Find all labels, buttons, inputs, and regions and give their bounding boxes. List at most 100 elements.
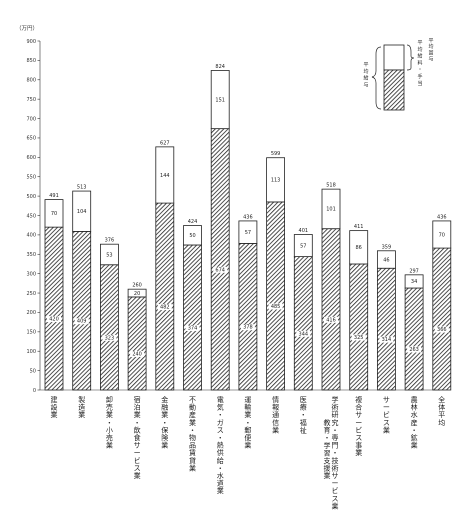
bar-segment-bonus: [127, 288, 147, 298]
pay-label-background: [407, 346, 422, 353]
category-label-char: 合: [355, 403, 362, 412]
y-tick-label: 850: [26, 58, 36, 64]
category-label: 建設業: [51, 395, 58, 419]
category-label-char: 福: [300, 418, 307, 427]
category-label-char: 専: [332, 433, 339, 442]
pay-value-label: 674: [215, 267, 225, 273]
category-label-char: 険: [161, 433, 168, 442]
bar-segment-pay: [127, 296, 147, 391]
category-label-char: 道: [217, 479, 224, 488]
category-label-char: 泊: [134, 403, 141, 412]
category-label-char: 祉: [300, 425, 307, 434]
pay-value-label: 378: [243, 325, 253, 331]
category-label-char: ・: [332, 426, 339, 434]
pay-value-label: 325: [354, 335, 364, 341]
y-axis-unit-label: （万円）: [16, 25, 38, 32]
pay-value-label: 485: [271, 304, 281, 310]
y-tick-label: 0: [33, 388, 36, 394]
category-label-char: 売: [106, 433, 113, 442]
category-label-char: サ: [355, 411, 362, 419]
bonus-value-label: 20: [134, 291, 140, 297]
category-label-char: 事: [355, 441, 362, 450]
category-label-char: ス: [134, 464, 141, 472]
bar-segment-pay: [155, 202, 175, 391]
pay-label-background: [74, 318, 89, 325]
bar-segment-pay: [238, 243, 258, 391]
total-value-label: 513: [77, 185, 87, 191]
pay-label-background: [324, 316, 338, 323]
total-value-label: 436: [243, 214, 253, 220]
category-label-char: 融: [161, 403, 168, 412]
bar-segment-pay: [210, 128, 230, 391]
category-label-char: 術: [332, 403, 339, 412]
pay-label-background: [296, 330, 311, 337]
y-tick-label: 550: [26, 175, 36, 181]
y-tick-label: 450: [26, 213, 36, 219]
category-label-char: 保: [161, 425, 168, 434]
bar-segment-pay: [376, 267, 396, 391]
pay-label-background: [47, 316, 61, 323]
category-label-char: サ: [332, 472, 339, 480]
category-label-char: 信: [272, 418, 279, 427]
pay-label-background: [434, 326, 449, 333]
category-label-char: 業: [161, 410, 168, 419]
category-label-char: 複: [355, 395, 362, 404]
pay-value-label: 482: [160, 305, 170, 311]
category-label-char: ・: [161, 419, 168, 427]
category-label-char: 学: [332, 395, 339, 404]
category-label-char: 貸: [189, 456, 196, 465]
category-label-char: 技: [332, 456, 339, 465]
legend-right-brace: [406, 44, 415, 71]
pay-value-label: 374: [188, 325, 198, 331]
category-label-char: ・: [411, 426, 418, 434]
category-label-char: 業: [244, 441, 251, 450]
bar-segment-pay: [183, 244, 202, 391]
pay-value-label: 240: [132, 351, 142, 357]
bar-segment-bonus: [349, 230, 369, 265]
bar-segment-pay: [432, 247, 452, 391]
y-tick-label: 200: [26, 310, 36, 316]
legend-label-char: 与: [428, 56, 433, 63]
category-label-char: 品: [189, 442, 196, 450]
category-label-char: 水: [411, 410, 418, 419]
legend-label-char: 当: [417, 80, 422, 87]
pay-label-background: [130, 350, 145, 357]
category-label-char: 均: [438, 418, 445, 427]
legend-label-char: 賞: [428, 49, 433, 56]
pay-value-label: 344: [299, 331, 309, 337]
category-label-char: 金: [161, 395, 168, 404]
category-label-char: ー: [355, 419, 362, 427]
category-label-char: 業: [217, 486, 224, 495]
bar-segment-bonus: [321, 188, 341, 230]
legend-label-char: 給: [417, 53, 422, 60]
category-label-char: ・: [134, 419, 141, 427]
category-label-char: ー: [134, 449, 141, 457]
category-labels: 建設業製造業卸売業・小売業宿泊業・飲食サービス業金融業・保険業不動産業・物品賃貸…: [51, 395, 446, 510]
category-label-char: 運: [244, 395, 251, 404]
category-label-char: 業: [78, 410, 85, 419]
category-label-char: ・: [106, 419, 113, 427]
category-label-char: ・: [244, 419, 251, 427]
category-label-char: 電: [217, 396, 224, 404]
category-label-char: 水: [217, 471, 224, 480]
category-label-char: 習: [324, 449, 331, 457]
category-label: 運輸業・郵便業: [244, 395, 251, 450]
category-label-char: ・: [217, 464, 224, 472]
category-label-char: 療: [300, 403, 307, 412]
bonus-value-label: 50: [189, 233, 195, 239]
category-label-char: 農: [411, 395, 418, 404]
bar-segment-bonus: [155, 146, 175, 204]
y-tick-label: 300: [26, 271, 36, 277]
category-label-char: ・: [332, 449, 339, 457]
category-label-char: 産: [411, 418, 418, 427]
pay-label-background: [379, 336, 394, 343]
category-label-char: サ: [383, 396, 390, 404]
legend-label-char: 均: [363, 68, 368, 75]
category-label-char: 全: [438, 395, 445, 404]
